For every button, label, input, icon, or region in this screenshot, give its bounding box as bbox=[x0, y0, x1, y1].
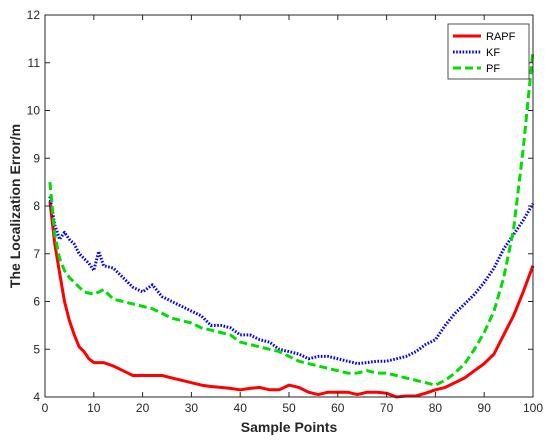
x-tick-label: 40 bbox=[234, 401, 248, 415]
legend-label-pf: PF bbox=[486, 63, 500, 75]
y-axis-title: The Localization Error/m bbox=[7, 124, 23, 288]
y-tick-label: 4 bbox=[33, 390, 40, 404]
series-line-pf bbox=[48, 50, 535, 387]
x-tick-label: 90 bbox=[478, 401, 492, 415]
x-axis-title: Sample Points bbox=[241, 419, 338, 435]
legend-label-rapf: RAPF bbox=[486, 31, 516, 43]
x-tick-label: 30 bbox=[185, 401, 199, 415]
x-tick-label: 10 bbox=[87, 401, 101, 415]
y-tick-label: 5 bbox=[33, 342, 40, 356]
legend: RAPF KF PF bbox=[447, 23, 530, 80]
series-line-kf bbox=[48, 196, 535, 366]
y-tick-label: 6 bbox=[33, 295, 40, 309]
y-tick-label: 9 bbox=[33, 151, 40, 165]
y-tick-label: 10 bbox=[27, 104, 41, 118]
x-tick-label: 0 bbox=[42, 401, 49, 415]
x-tick-label: 60 bbox=[331, 401, 345, 415]
y-tick-label: 11 bbox=[28, 56, 41, 70]
axes-layer: 0 10 20 30 40 50 60 70 80 90 100 4 5 6 7 8 9 10 11 12 bbox=[27, 8, 544, 415]
x-tick-label: 20 bbox=[136, 401, 150, 415]
legend-label-kf: KF bbox=[486, 47, 500, 59]
y-tick-label: 7 bbox=[33, 247, 40, 261]
series-layer bbox=[48, 50, 535, 399]
series-line-rapf bbox=[48, 201, 535, 399]
x-tick-label: 70 bbox=[380, 401, 394, 415]
x-tick-label: 100 bbox=[523, 401, 543, 415]
y-tick-label: 8 bbox=[33, 199, 40, 213]
x-tick-label: 80 bbox=[429, 401, 443, 415]
legend-box bbox=[447, 23, 530, 80]
y-tick-label: 12 bbox=[27, 8, 41, 22]
x-tick-label: 50 bbox=[282, 401, 296, 415]
